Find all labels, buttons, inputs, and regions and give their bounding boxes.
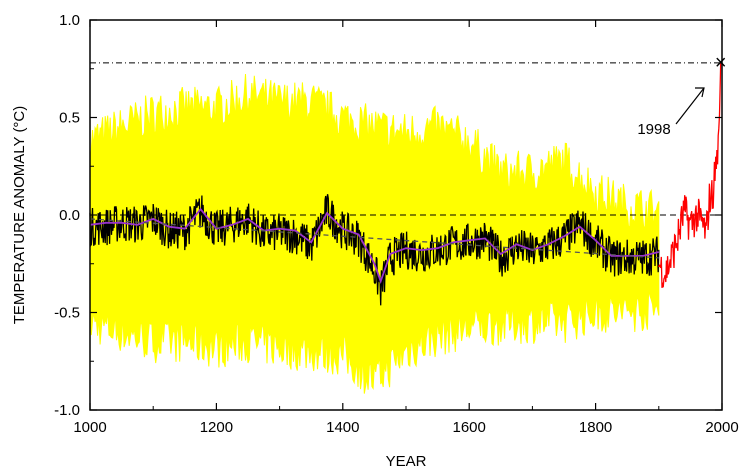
peak-marker: × — [715, 52, 727, 74]
annotation-layer: × 1998 — [637, 52, 726, 138]
instrumental-record-line — [658, 62, 722, 288]
x-tick-label: 1400 — [326, 419, 359, 436]
y-axis-title: TEMPERATURE ANOMALY (°C) — [11, 106, 28, 325]
y-tick-label: 1.0 — [59, 12, 80, 29]
uncertainty-band — [89, 73, 660, 394]
tick-layer: 1000 1200 1400 1600 1800 2000 -1.0 -0.5 0.0 0.5 1.… — [54, 12, 739, 436]
x-tick-label: 2000 — [705, 419, 738, 436]
x-axis-title: YEAR — [386, 453, 427, 470]
x-tick-label: 1000 — [73, 419, 106, 436]
annual-reconstruction-line — [89, 194, 660, 306]
y-tick-label: -0.5 — [54, 305, 80, 322]
peak-arrow-shaft — [675, 87, 705, 125]
uncertainty-band-layer — [89, 73, 660, 394]
smoothed-reconstruction-line — [89, 207, 660, 284]
peak-arrow-head — [695, 87, 705, 98]
series-layer — [89, 62, 722, 306]
x-tick-label: 1800 — [579, 419, 612, 436]
x-tick-label: 1200 — [200, 419, 233, 436]
y-tick-label: 0.0 — [59, 207, 80, 224]
peak-year-label: 1998 — [637, 121, 670, 138]
y-tick-label: -1.0 — [54, 402, 80, 419]
x-tick-label: 1600 — [453, 419, 486, 436]
y-tick-label: 0.5 — [59, 110, 80, 127]
